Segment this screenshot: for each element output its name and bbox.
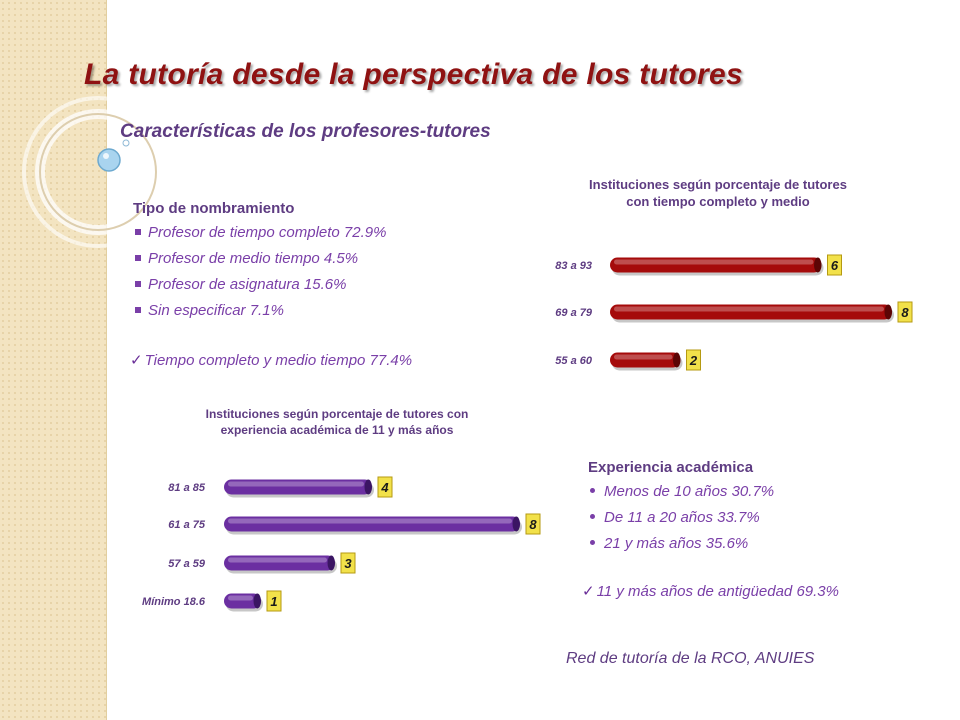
nombramiento-block: Tipo de nombramiento Profesor de tiempo … — [133, 200, 386, 327]
data-label: 6 — [831, 258, 839, 273]
data-label: 8 — [901, 305, 909, 320]
bar — [224, 516, 522, 535]
decorative-rings — [22, 96, 174, 248]
value-badge: 1 — [266, 590, 282, 612]
list-item: Sin especificar 7.1% — [133, 301, 386, 327]
bar — [224, 479, 374, 498]
round-bullet-icon — [590, 488, 595, 494]
value-badge: 2 — [686, 349, 701, 371]
experiencia-block: Experiencia académica Menos de 10 años 3… — [588, 459, 774, 560]
bar — [610, 304, 894, 323]
chart-title: Instituciones según porcentaje de tutore… — [589, 177, 847, 209]
category-label: Mínimo 18.6 — [142, 596, 206, 608]
category-label: 81 a 85 — [168, 482, 206, 494]
experiencia-list: Menos de 10 años 30.7% De 11 a 20 años 3… — [588, 482, 774, 560]
value-badge: 3 — [340, 552, 356, 574]
category-label: 69 a 79 — [555, 307, 593, 319]
data-label: 2 — [689, 353, 698, 368]
nombramiento-check: ✓ Tiempo completo y medio tiempo 77.4% — [130, 352, 413, 369]
list-item: Profesor de tiempo completo 72.9% — [133, 223, 386, 249]
category-label: 57 a 59 — [168, 558, 206, 570]
page-title: La tutoría desde la perspectiva de los t… — [84, 58, 743, 91]
list-item: Menos de 10 años 30.7% — [588, 482, 774, 508]
page-subtitle: Características de los profesores-tutore… — [120, 121, 491, 142]
experiencia-check: ✓ 11 y más años de antigüedad 69.3% — [582, 583, 839, 600]
category-label: 83 a 93 — [555, 260, 592, 272]
list-item: Profesor de asignatura 15.6% — [133, 275, 386, 301]
value-badge: 8 — [525, 513, 541, 535]
square-bullet-icon — [135, 229, 141, 236]
nombramiento-heading: Tipo de nombramiento — [133, 200, 295, 217]
round-bullet-icon — [590, 514, 595, 520]
chart-tiempo-completo: Instituciones según porcentaje de tutore… — [555, 177, 913, 371]
experiencia-heading: Experiencia académica — [588, 459, 754, 476]
bar — [224, 593, 263, 612]
chart-experiencia: Instituciones según porcentaje de tutore… — [142, 407, 541, 612]
bar — [224, 555, 337, 574]
source-note: Red de tutoría de la RCO, ANUIES — [566, 650, 815, 667]
list-item: 21 y más años 35.6% — [588, 534, 774, 560]
square-bullet-icon — [135, 281, 141, 288]
value-badge: 4 — [377, 476, 393, 498]
square-bullet-icon — [135, 255, 141, 262]
list-item: De 11 a 20 años 33.7% — [588, 508, 774, 534]
data-label: 4 — [380, 480, 389, 495]
nombramiento-list: Profesor de tiempo completo 72.9% Profes… — [133, 223, 386, 327]
value-badge: 8 — [897, 301, 913, 323]
round-bullet-icon — [590, 540, 595, 546]
chart-title: Instituciones según porcentaje de tutore… — [206, 407, 469, 437]
bar — [610, 257, 824, 276]
square-bullet-icon — [135, 307, 141, 314]
left-decor-strip — [0, 0, 107, 720]
data-label: 1 — [270, 594, 277, 609]
data-label: 8 — [529, 517, 537, 532]
checkmark-icon: ✓ — [130, 352, 143, 369]
bar — [610, 352, 683, 371]
category-label: 61 a 75 — [168, 519, 206, 531]
list-item: Profesor de medio tiempo 4.5% — [133, 249, 386, 275]
category-label: 55 a 60 — [555, 355, 593, 367]
data-label: 3 — [344, 556, 352, 571]
value-badge: 6 — [827, 254, 842, 276]
checkmark-icon: ✓ — [582, 583, 595, 600]
